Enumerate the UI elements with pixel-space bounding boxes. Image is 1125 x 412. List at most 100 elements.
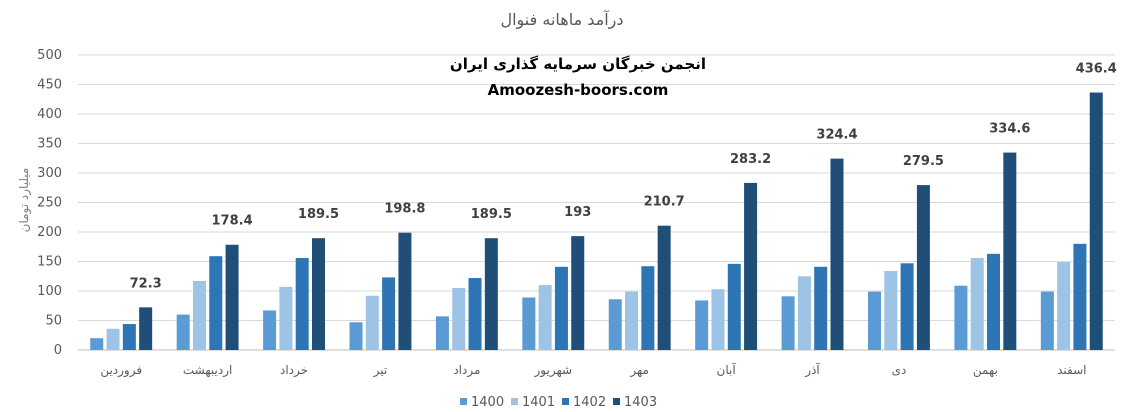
bar xyxy=(641,266,655,350)
data-label: 436.4 xyxy=(1076,62,1117,77)
legend-swatch xyxy=(613,398,620,405)
bar xyxy=(814,266,828,350)
bar xyxy=(1073,243,1087,350)
bar xyxy=(554,266,568,350)
data-label: 189.5 xyxy=(471,207,512,222)
bar xyxy=(139,307,153,350)
chart-title: درآمد ماهانه فنوال xyxy=(500,10,623,30)
bar xyxy=(176,314,190,350)
bar xyxy=(452,288,466,350)
bar xyxy=(192,280,206,350)
bar xyxy=(263,310,277,350)
bar xyxy=(884,270,898,350)
bar xyxy=(538,285,552,350)
bar xyxy=(106,328,120,350)
data-label: 210.7 xyxy=(644,195,685,210)
bar xyxy=(625,291,639,350)
bars xyxy=(90,92,1103,351)
bar xyxy=(382,277,396,350)
x-category-label: مهر xyxy=(629,363,649,378)
data-label: 279.5 xyxy=(903,154,944,169)
legend-label: 1403 xyxy=(624,395,657,410)
bar xyxy=(657,225,671,350)
x-category-label: خرداد xyxy=(280,363,308,378)
bar xyxy=(608,299,622,350)
watermark: انجمن خبرگان سرمایه گذاری ایران Amoozesh… xyxy=(450,55,706,99)
bar xyxy=(727,263,741,350)
legend-label: 1402 xyxy=(573,395,606,410)
legend-label: 1401 xyxy=(522,395,555,410)
bar xyxy=(122,324,136,350)
data-labels: 72.3 178.4 189.5 198.8 189.5 193 210.7 283.2 324… xyxy=(130,62,1117,292)
bar xyxy=(90,338,104,350)
y-tick-label: 500 xyxy=(37,48,62,63)
x-category-label: دی xyxy=(892,363,907,377)
bar xyxy=(295,257,309,350)
x-category-label: اسفند xyxy=(1057,363,1086,377)
y-tick-label: 400 xyxy=(37,107,62,122)
bar xyxy=(781,296,795,350)
x-category-label: آبان xyxy=(717,362,737,377)
x-category-label: شهریور xyxy=(534,363,573,378)
bar xyxy=(522,297,536,350)
bar xyxy=(1040,291,1054,350)
x-axis-categories: فروردین اردیبهشت خرداد تیر مرداد شهریور مهر آبا… xyxy=(100,362,1086,378)
legend: 1400 1401 1402 1403 xyxy=(460,395,657,410)
y-tick-label: 350 xyxy=(37,137,62,152)
y-tick-label: 150 xyxy=(37,255,62,270)
x-category-label: بهمن xyxy=(973,363,998,378)
bar xyxy=(398,232,412,350)
bar xyxy=(1057,262,1071,350)
bar xyxy=(695,300,709,350)
data-label: 334.6 xyxy=(989,122,1030,137)
y-tick-label: 50 xyxy=(45,314,62,329)
bar xyxy=(744,182,758,350)
bar xyxy=(987,253,1001,350)
bar xyxy=(868,291,882,350)
bar xyxy=(970,257,984,350)
bar xyxy=(279,286,293,350)
data-label: 178.4 xyxy=(212,214,253,229)
legend-swatch xyxy=(562,398,569,405)
legend-swatch xyxy=(511,398,518,405)
bar xyxy=(571,236,585,350)
y-tick-label: 300 xyxy=(37,166,62,181)
data-label: 283.2 xyxy=(730,152,771,167)
bar xyxy=(830,158,844,350)
bar xyxy=(225,244,239,350)
y-axis-ticks: 0 50 100 150 200 250 300 350 400 450 500 xyxy=(37,48,62,358)
gridlines xyxy=(78,54,1115,351)
legend-swatch xyxy=(460,398,467,405)
y-tick-label: 0 xyxy=(54,343,62,358)
bar xyxy=(797,276,811,350)
x-category-label: فروردین xyxy=(100,363,142,378)
legend-label: 1400 xyxy=(471,395,504,410)
y-tick-label: 250 xyxy=(37,196,62,211)
y-tick-label: 100 xyxy=(37,284,62,299)
y-tick-label: 200 xyxy=(37,225,62,240)
data-label: 189.5 xyxy=(298,207,339,222)
y-axis-label: میلیارد تومان xyxy=(17,168,32,233)
watermark-line-1: انجمن خبرگان سرمایه گذاری ایران xyxy=(450,55,706,73)
data-label: 72.3 xyxy=(130,276,162,291)
bar xyxy=(1003,152,1017,350)
bar xyxy=(435,316,449,350)
bar xyxy=(916,185,930,350)
bar xyxy=(468,278,482,350)
data-label: 193 xyxy=(564,205,591,220)
bar xyxy=(954,285,968,350)
x-category-label: آذر xyxy=(804,362,820,378)
data-label: 324.4 xyxy=(816,128,857,143)
x-category-label: اردیبهشت xyxy=(183,363,232,378)
bar xyxy=(484,238,498,350)
bar xyxy=(711,289,725,350)
y-tick-label: 450 xyxy=(37,78,62,93)
bar xyxy=(311,238,325,350)
bar xyxy=(365,295,379,350)
data-label: 198.8 xyxy=(384,202,425,217)
bar xyxy=(1089,92,1103,351)
bar xyxy=(349,322,363,350)
x-category-label: تیر xyxy=(373,363,388,378)
